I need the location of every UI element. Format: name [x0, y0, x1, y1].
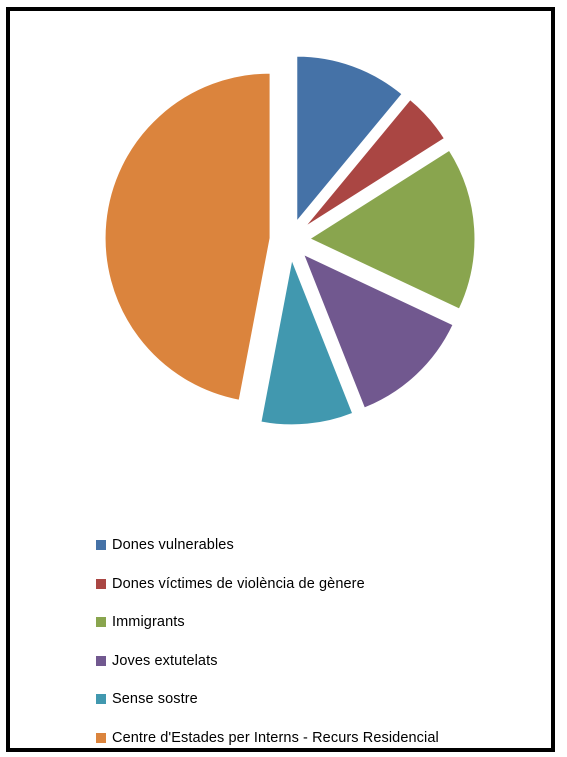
legend-label: Sense sostre — [112, 691, 198, 707]
legend-swatch — [96, 540, 106, 550]
legend-swatch — [96, 579, 106, 589]
legend-label: Dones víctimes de violència de gènere — [112, 576, 365, 592]
pie-slice-5 — [105, 73, 270, 400]
legend-item-joves-extutelats: Joves extutelats — [96, 642, 439, 681]
legend-swatch — [96, 656, 106, 666]
legend-item-immigrants: Immigrants — [96, 603, 439, 642]
legend-swatch — [96, 617, 106, 627]
legend: Dones vulnerables Dones víctimes de viol… — [96, 526, 439, 757]
legend-item-centre-estades: Centre d'Estades per Interns - Recurs Re… — [96, 719, 439, 757]
legend-swatch — [96, 733, 106, 743]
legend-label: Joves extutelats — [112, 653, 218, 669]
legend-label: Immigrants — [112, 614, 185, 630]
legend-swatch — [96, 694, 106, 704]
legend-label: Dones vulnerables — [112, 537, 234, 553]
legend-item-dones-vulnerables: Dones vulnerables — [96, 526, 439, 565]
legend-item-dones-victimes: Dones víctimes de violència de gènere — [96, 565, 439, 604]
legend-item-sense-sostre: Sense sostre — [96, 680, 439, 719]
legend-label: Centre d'Estades per Interns - Recurs Re… — [112, 730, 439, 746]
